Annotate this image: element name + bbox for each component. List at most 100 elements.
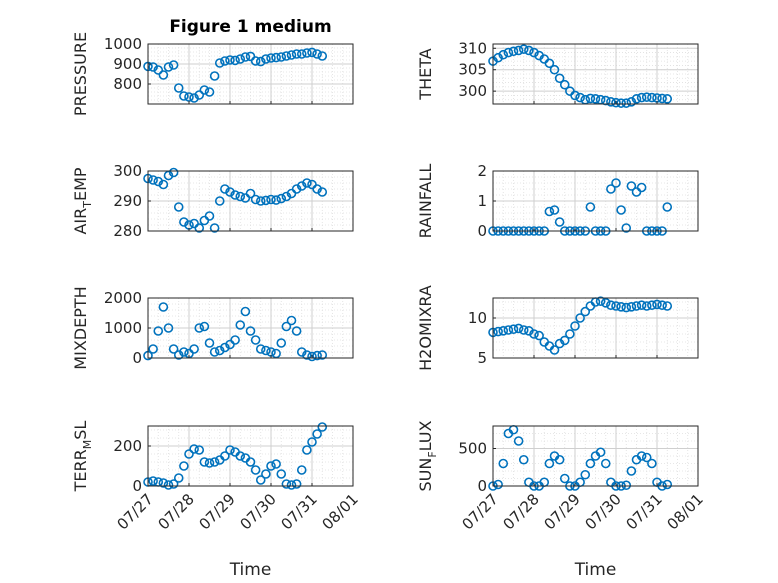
data-point <box>626 181 637 191</box>
y-tick-label: 1000 <box>104 35 142 53</box>
data-point <box>184 449 194 459</box>
data-point <box>235 320 246 330</box>
data-point <box>281 191 292 202</box>
data-point <box>585 202 596 212</box>
data-point <box>179 217 189 227</box>
y-tick-label: 310 <box>458 39 487 57</box>
x-tick-label: 07/29 <box>541 490 584 533</box>
data-point <box>173 473 184 483</box>
data-point <box>657 93 667 104</box>
data-point <box>209 347 220 357</box>
data-point <box>261 469 271 479</box>
data-point <box>302 445 312 455</box>
data-point <box>250 56 261 66</box>
y-axis-label: MIXDEPTH <box>71 286 90 369</box>
data-point <box>636 182 647 193</box>
data-point <box>168 479 179 489</box>
data-point <box>611 97 621 108</box>
data-point <box>554 73 565 84</box>
x-tick-label: 08/01 <box>319 490 362 533</box>
y-axis-label: SUNFLUX <box>416 420 439 491</box>
data-point <box>276 193 287 204</box>
axes-box <box>492 43 699 105</box>
data-point <box>189 344 199 354</box>
data-point <box>616 98 626 108</box>
data-point <box>600 297 611 308</box>
data-point <box>595 296 606 307</box>
data-point <box>291 184 302 194</box>
data-point <box>230 55 240 66</box>
data-point <box>513 323 524 334</box>
data-point <box>266 53 276 63</box>
data-point <box>189 444 199 454</box>
data-point <box>657 300 667 311</box>
data-point <box>616 301 626 312</box>
data-point <box>276 338 287 348</box>
x-tick-label: 07/27 <box>114 490 157 533</box>
x-axis-label: Time <box>229 560 272 580</box>
y-axis-label: THETA <box>416 48 435 100</box>
subplot-8: 0 500 SUNFLUX 07/2707/2807/2907/3007/3108/0… <box>416 420 707 580</box>
data-point <box>281 479 292 489</box>
data-point <box>230 335 240 345</box>
data-point <box>307 351 317 362</box>
data-point <box>626 301 637 312</box>
data-point <box>255 56 266 67</box>
data-point <box>662 202 673 212</box>
subplot-3: 280 290 300 AIRTEMP <box>71 162 354 240</box>
data-point <box>266 194 276 205</box>
data-point <box>291 49 302 59</box>
data-point <box>498 325 509 336</box>
data-point <box>312 184 322 194</box>
data-point <box>302 48 312 58</box>
data-point <box>276 52 287 62</box>
y-axis-label-rest: EMP <box>71 167 90 201</box>
data-point <box>209 223 220 233</box>
data-point <box>199 85 210 95</box>
y-tick-label: 1000 <box>104 319 142 337</box>
data-point <box>271 195 281 205</box>
y-tick-label: 500 <box>458 440 487 458</box>
data-point <box>158 302 169 312</box>
data-point <box>199 457 210 467</box>
x-tick-label: 07/29 <box>196 490 239 533</box>
y-tick-label: 2 <box>477 162 487 180</box>
y-tick-label: 0 <box>132 477 142 495</box>
data-point <box>240 306 251 317</box>
data-point <box>641 452 652 463</box>
data-point <box>606 184 616 194</box>
data-point <box>529 329 539 339</box>
data-point <box>235 191 246 202</box>
data-point <box>179 91 189 101</box>
data-point <box>544 458 555 469</box>
data-point <box>281 321 292 332</box>
y-tick-label: 0 <box>477 477 487 495</box>
y-tick-label: 5 <box>477 349 487 367</box>
data-point <box>225 55 235 65</box>
chart-title: Figure 1 medium <box>169 17 331 37</box>
data-point <box>179 461 189 471</box>
data-point <box>626 466 637 476</box>
data-point <box>189 93 199 103</box>
subplot-5: 0 1000 2000 MIXDEPTH <box>71 286 354 370</box>
data-point <box>281 51 292 61</box>
data-point <box>271 52 281 63</box>
axes-box <box>147 425 354 487</box>
data-point <box>291 479 302 489</box>
data-point <box>255 344 266 354</box>
data-point <box>317 187 328 197</box>
y-tick-label: 800 <box>113 75 142 93</box>
data-point <box>570 90 580 101</box>
data-point <box>194 445 205 455</box>
data-point <box>570 321 580 331</box>
data-point <box>163 62 174 72</box>
y-tick-label: 290 <box>113 192 142 210</box>
data-point <box>662 94 673 104</box>
data-point <box>662 479 673 490</box>
data-point <box>631 301 642 311</box>
data-point <box>194 323 205 333</box>
data-point <box>250 465 261 475</box>
data-point <box>600 95 611 106</box>
data-point <box>611 178 621 188</box>
data-point <box>168 344 179 354</box>
